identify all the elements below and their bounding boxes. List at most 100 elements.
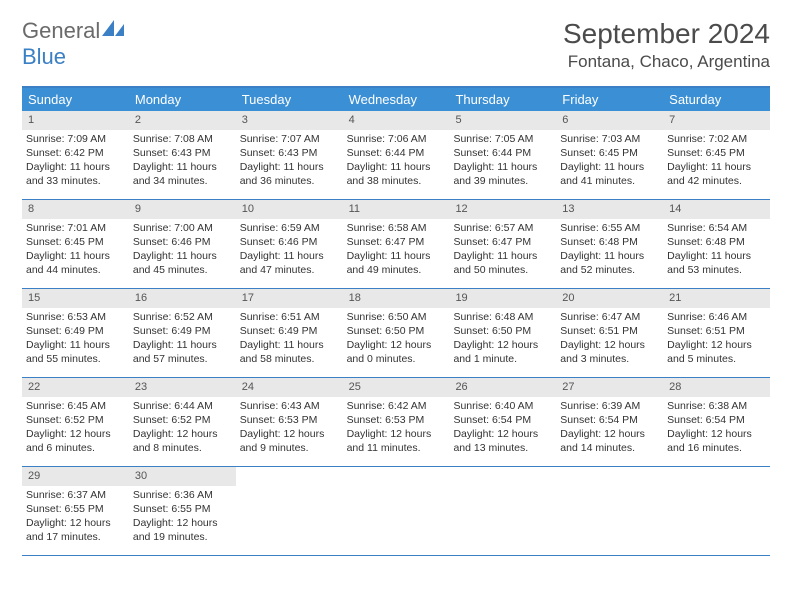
info-line: and 19 minutes. [133,530,232,544]
day-number: 17 [236,289,343,308]
month-title: September 2024 [563,18,770,50]
day-info: Sunrise: 6:59 AMSunset: 6:46 PMDaylight:… [236,221,343,282]
info-line: Sunrise: 6:47 AM [560,310,659,324]
info-line: Daylight: 12 hours [347,427,446,441]
info-line: and 45 minutes. [133,263,232,277]
day-header: Wednesday [343,88,450,111]
day-info: Sunrise: 6:58 AMSunset: 6:47 PMDaylight:… [343,221,450,282]
info-line: and 5 minutes. [667,352,766,366]
day-cell: 24Sunrise: 6:43 AMSunset: 6:53 PMDayligh… [236,378,343,466]
info-line: and 9 minutes. [240,441,339,455]
info-line: and 39 minutes. [453,174,552,188]
info-line: Sunrise: 7:05 AM [453,132,552,146]
week-row: 8Sunrise: 7:01 AMSunset: 6:45 PMDaylight… [22,200,770,289]
day-cell: 5 Sunrise: 7:05 AMSunset: 6:44 PMDaylight… [449,111,556,199]
day-number: 18 [343,289,450,308]
info-line: Sunset: 6:46 PM [133,235,232,249]
day-header: Thursday [449,88,556,111]
day-cell: 11Sunrise: 6:58 AMSunset: 6:47 PMDayligh… [343,200,450,288]
day-header: Tuesday [236,88,343,111]
day-info: Sunrise: 7:09 AMSunset: 6:42 PMDaylight:… [22,132,129,193]
info-line: Sunset: 6:48 PM [560,235,659,249]
day-number: 16 [129,289,236,308]
week-row: 29Sunrise: 6:37 AMSunset: 6:55 PMDayligh… [22,467,770,556]
day-cell: 8Sunrise: 7:01 AMSunset: 6:45 PMDaylight… [22,200,129,288]
day-number: 3 [236,111,343,130]
info-line: Daylight: 12 hours [133,427,232,441]
day-info: Sunrise: 7:08 AMSunset: 6:43 PMDaylight:… [129,132,236,193]
day-info: Sunrise: 6:48 AMSunset: 6:50 PMDaylight:… [449,310,556,371]
day-info: Sunrise: 7:05 AMSunset: 6:44 PMDaylight:… [449,132,556,193]
day-number: 5 [449,111,556,130]
day-info: Sunrise: 7:07 AMSunset: 6:43 PMDaylight:… [236,132,343,193]
info-line: Sunset: 6:53 PM [240,413,339,427]
info-line: Sunrise: 7:01 AM [26,221,125,235]
info-line: Sunrise: 7:02 AM [667,132,766,146]
info-line: and 50 minutes. [453,263,552,277]
info-line: and 34 minutes. [133,174,232,188]
day-info: Sunrise: 7:06 AMSunset: 6:44 PMDaylight:… [343,132,450,193]
day-number: 22 [22,378,129,397]
info-line: Sunset: 6:45 PM [560,146,659,160]
info-line: and 11 minutes. [347,441,446,455]
info-line: Sunrise: 6:36 AM [133,488,232,502]
info-line: Sunset: 6:55 PM [26,502,125,516]
day-cell: 10Sunrise: 6:59 AMSunset: 6:46 PMDayligh… [236,200,343,288]
day-info: Sunrise: 6:37 AMSunset: 6:55 PMDaylight:… [22,488,129,549]
info-line: Sunrise: 6:38 AM [667,399,766,413]
day-cell: . [556,467,663,555]
day-number: 19 [449,289,556,308]
day-number: 28 [663,378,770,397]
info-line: Sunset: 6:52 PM [26,413,125,427]
info-line: Daylight: 11 hours [133,338,232,352]
day-number: 6 [556,111,663,130]
info-line: Sunrise: 6:51 AM [240,310,339,324]
day-header-row: SundayMondayTuesdayWednesdayThursdayFrid… [22,88,770,111]
day-number: 27 [556,378,663,397]
day-info: Sunrise: 6:38 AMSunset: 6:54 PMDaylight:… [663,399,770,460]
info-line: Sunset: 6:53 PM [347,413,446,427]
info-line: and 13 minutes. [453,441,552,455]
logo-text-blue: Blue [22,44,66,69]
day-info: Sunrise: 6:42 AMSunset: 6:53 PMDaylight:… [343,399,450,460]
info-line: Sunset: 6:54 PM [453,413,552,427]
info-line: Sunset: 6:45 PM [26,235,125,249]
day-cell: 28 Sunrise: 6:38 AMSunset: 6:54 PMDayligh… [663,378,770,466]
day-info: Sunrise: 6:52 AMSunset: 6:49 PMDaylight:… [129,310,236,371]
day-number: 12 [449,200,556,219]
info-line: and 6 minutes. [26,441,125,455]
day-cell: . [449,467,556,555]
info-line: and 0 minutes. [347,352,446,366]
day-cell: . [236,467,343,555]
info-line: Sunrise: 7:06 AM [347,132,446,146]
day-cell: 21Sunrise: 6:46 AMSunset: 6:51 PMDayligh… [663,289,770,377]
day-cell: 1Sunrise: 7:09 AMSunset: 6:42 PMDaylight… [22,111,129,199]
info-line: and 38 minutes. [347,174,446,188]
info-line: and 57 minutes. [133,352,232,366]
info-line: Sunset: 6:46 PM [240,235,339,249]
info-line: Daylight: 12 hours [26,516,125,530]
day-info: Sunrise: 7:03 AMSunset: 6:45 PMDaylight:… [556,132,663,193]
info-line: and 3 minutes. [560,352,659,366]
info-line: Daylight: 11 hours [26,338,125,352]
info-line: Sunrise: 6:52 AM [133,310,232,324]
info-line: Daylight: 11 hours [453,160,552,174]
info-line: Daylight: 11 hours [347,160,446,174]
info-line: Daylight: 11 hours [26,160,125,174]
day-info: Sunrise: 6:50 AMSunset: 6:50 PMDaylight:… [343,310,450,371]
info-line: Sunset: 6:52 PM [133,413,232,427]
day-cell: 25Sunrise: 6:42 AMSunset: 6:53 PMDayligh… [343,378,450,466]
info-line: Sunset: 6:45 PM [667,146,766,160]
info-line: Sunset: 6:49 PM [240,324,339,338]
info-line: Sunrise: 6:40 AM [453,399,552,413]
location: Fontana, Chaco, Argentina [563,52,770,72]
info-line: Sunrise: 6:39 AM [560,399,659,413]
day-cell: 29Sunrise: 6:37 AMSunset: 6:55 PMDayligh… [22,467,129,555]
info-line: Sunrise: 6:50 AM [347,310,446,324]
info-line: Sunset: 6:43 PM [133,146,232,160]
info-line: Daylight: 11 hours [667,160,766,174]
day-cell: 12Sunrise: 6:57 AMSunset: 6:47 PMDayligh… [449,200,556,288]
info-line: Sunset: 6:55 PM [133,502,232,516]
day-number: 2 [129,111,236,130]
info-line: and 44 minutes. [26,263,125,277]
